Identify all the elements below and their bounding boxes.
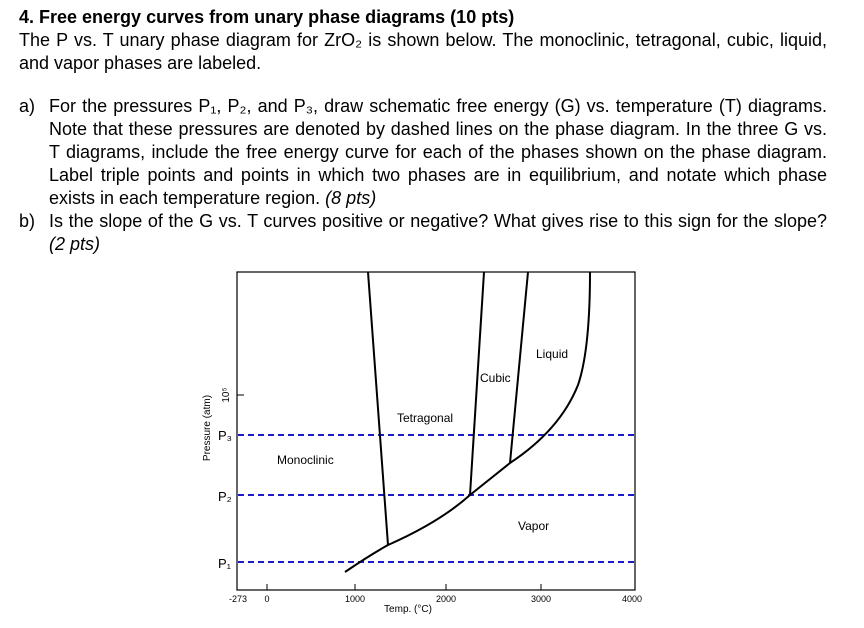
x-tick-label: 3000 [531, 594, 551, 604]
phase-label: Cubic [480, 371, 511, 385]
points: (8 pts) [325, 188, 377, 208]
phase-label: Vapor [518, 519, 549, 533]
phase-label: Liquid [536, 347, 568, 361]
x-tick-labels: -273 0 1000 2000 3000 4000 [229, 594, 642, 604]
phase-label: Monoclinic [277, 453, 334, 467]
pressure-label: P₂ [218, 489, 232, 504]
vapor-curve [344, 271, 591, 573]
question-label: a) [19, 96, 36, 116]
x-axis-label: Temp. (°C) [384, 604, 432, 615]
question: b) Is the slope of the G vs. T curves po… [19, 210, 827, 256]
tetra-cubic [469, 271, 485, 496]
plot-frame [236, 271, 636, 591]
question: a) For the pressures P₁, P₂, and P₃, dra… [19, 95, 827, 210]
intro: The P vs. T unary phase diagram for ZrO₂… [19, 30, 827, 73]
points: (2 pts) [49, 234, 101, 254]
phase-label: Tetragonal [397, 411, 453, 425]
top-label: 10⁵ [221, 387, 232, 402]
pressure-label: P₁ [218, 556, 232, 571]
x-tick-label: -273 [229, 594, 247, 604]
ticks [237, 394, 542, 590]
question-text: Is the slope of the G vs. T curves posit… [49, 211, 827, 231]
title: 4. Free energy curves from unary phase d… [19, 7, 515, 27]
pressure-label: P₃ [218, 428, 232, 443]
x-tick-label: 2000 [436, 594, 456, 604]
x-tick-label: 0 [264, 594, 269, 604]
x-tick-label: 1000 [345, 594, 365, 604]
phase-boundaries [344, 271, 591, 573]
pressure-labels: P₁ P₂ P₃ [218, 428, 232, 571]
mono-tetra [367, 271, 389, 546]
y-axis-label: Pressure (atm) [202, 395, 213, 461]
cubic-liquid [509, 271, 529, 464]
question-text: For the pressures P₁, P₂, and P₃, draw s… [49, 96, 827, 208]
x-tick-label: 4000 [622, 594, 642, 604]
pressure-lines [238, 434, 635, 563]
phase-labels: Monoclinic Tetragonal Cubic Liquid Vapor [277, 347, 568, 533]
question-label: b) [19, 211, 36, 231]
